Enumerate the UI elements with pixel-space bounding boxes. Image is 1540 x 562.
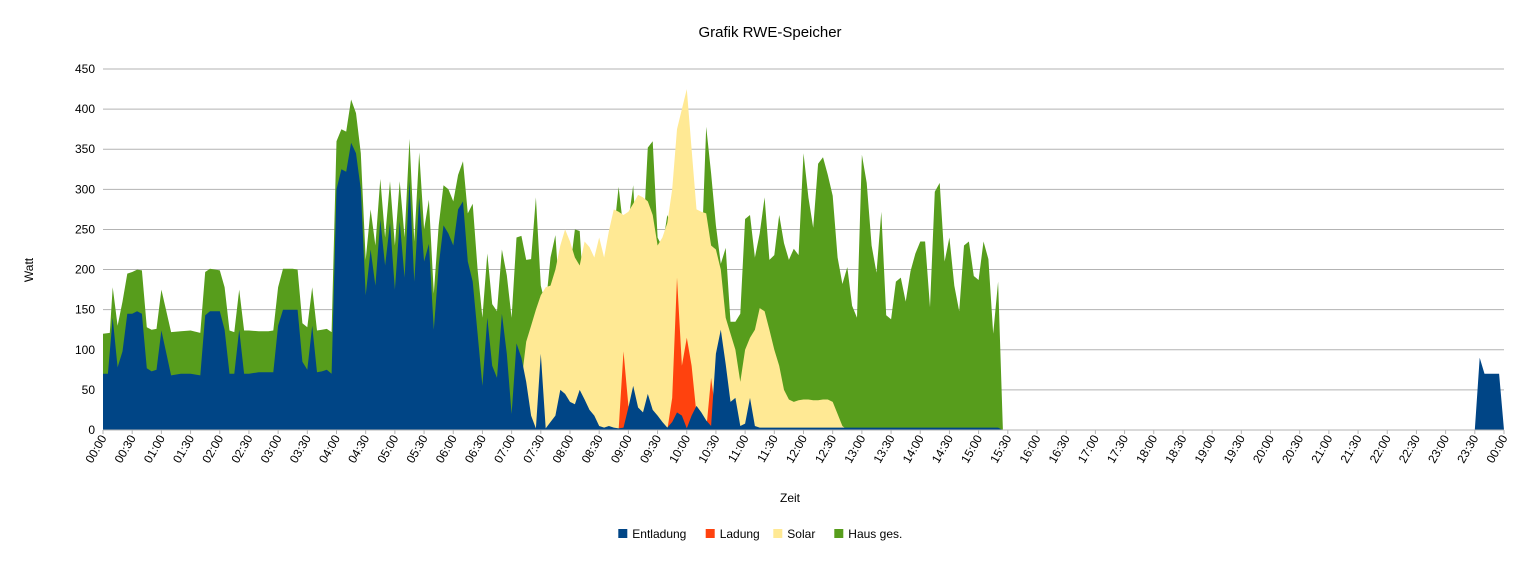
chart-legend: Entladung Ladung Solar Haus ges.: [618, 527, 902, 541]
x-tick-label: 04:00: [316, 432, 343, 465]
x-tick-label: 00:00: [82, 432, 109, 465]
y-tick-label: 400: [75, 102, 95, 116]
y-tick-label: 250: [75, 222, 95, 236]
x-tick-label: 14:00: [900, 432, 927, 465]
x-tick-label: 10:00: [666, 432, 693, 465]
x-tick-label: 21:00: [1308, 432, 1335, 465]
x-tick-label: 18:00: [1133, 432, 1160, 465]
series-area-solar: [516, 89, 848, 430]
y-tick-label: 50: [82, 383, 96, 397]
x-tick-label: 05:00: [374, 432, 401, 465]
x-tick-label: 03:00: [258, 432, 285, 465]
x-tick-label: 23:30: [1454, 432, 1481, 465]
series-area-haus-ges: [103, 99, 1003, 430]
x-tick-label: 02:00: [199, 432, 226, 465]
x-tick-label: 13:30: [871, 432, 898, 465]
y-tick-label: 0: [88, 423, 95, 437]
x-tick-label: 23:00: [1425, 432, 1452, 465]
x-tick-label: 05:30: [404, 432, 431, 465]
x-tick-label: 07:30: [520, 432, 547, 465]
legend-item: Ladung: [705, 527, 760, 541]
x-tick-label: 08:30: [579, 432, 606, 465]
x-tick-label: 00:00: [1483, 432, 1510, 465]
y-tick-label: 300: [75, 182, 95, 196]
chart-title: Grafik RWE-Speicher: [698, 24, 841, 41]
y-tick-label: 100: [75, 343, 95, 357]
x-tick-label: 06:30: [462, 432, 489, 465]
x-tick-label: 09:00: [608, 432, 635, 465]
legend-label: Solar: [787, 527, 815, 541]
x-tick-label: 01:30: [170, 432, 197, 465]
x-tick-label: 11:00: [725, 432, 752, 465]
x-tick-label: 10:30: [695, 432, 722, 465]
series-area-entladung: [103, 142, 1504, 431]
x-axis-title: Zeit: [780, 491, 801, 505]
x-tick-label: 12:30: [812, 432, 839, 465]
x-tick-label: 00:30: [112, 432, 139, 465]
x-tick-label: 17:00: [1075, 432, 1102, 465]
x-tick-label: 16:00: [1016, 432, 1043, 465]
x-tick-label: 02:30: [228, 432, 255, 465]
legend-swatch: [773, 529, 783, 538]
legend-label: Haus ges.: [848, 527, 902, 541]
y-axis: 0 50 100 150 200 250 300 350 400 450: [75, 62, 95, 437]
y-tick-label: 150: [75, 303, 95, 317]
x-tick-label: 19:00: [1192, 432, 1219, 465]
legend-label: Entladung: [632, 527, 686, 541]
x-tick-label: 07:00: [491, 432, 518, 465]
y-tick-label: 450: [75, 62, 95, 76]
y-axis-title: Watt: [22, 257, 36, 282]
x-tick-label: 08:00: [549, 432, 576, 465]
x-tick-label: 09:30: [637, 432, 664, 465]
x-axis: 00:00 00:30 01:00 01:30 02:00 02:30 03:00 03:30…: [82, 429, 1511, 466]
x-tick-label: 19:30: [1221, 432, 1248, 465]
x-tick-label: 11:30: [754, 432, 781, 465]
x-tick-label: 16:30: [1046, 432, 1073, 465]
x-tick-label: 15:00: [958, 432, 985, 465]
x-tick-label: 04:30: [345, 432, 372, 465]
legend-item: Entladung: [618, 527, 686, 541]
x-tick-label: 22:30: [1396, 432, 1423, 465]
x-tick-label: 15:30: [987, 432, 1014, 465]
legend-swatch: [834, 529, 844, 538]
x-tick-label: 20:30: [1279, 432, 1306, 465]
legend-label: Ladung: [720, 527, 760, 541]
series-areas: [103, 89, 1504, 431]
legend-swatch: [618, 529, 628, 538]
legend-item: Haus ges.: [834, 527, 902, 541]
legend-item: Solar: [773, 527, 815, 541]
legend-swatch: [705, 529, 715, 538]
x-tick-label: 12:00: [783, 432, 810, 465]
x-tick-label: 18:30: [1162, 432, 1189, 465]
x-tick-label: 20:00: [1250, 432, 1277, 465]
x-tick-label: 01:00: [141, 432, 168, 465]
y-tick-label: 350: [75, 142, 95, 156]
x-tick-label: 03:30: [287, 432, 314, 465]
x-tick-label: 14:30: [929, 432, 956, 465]
x-tick-label: 17:30: [1104, 432, 1131, 465]
x-tick-label: 06:00: [433, 432, 460, 465]
x-tick-label: 21:30: [1338, 432, 1365, 465]
x-tick-label: 13:00: [841, 432, 868, 465]
x-tick-label: 22:00: [1367, 432, 1394, 465]
y-tick-label: 200: [75, 263, 95, 277]
